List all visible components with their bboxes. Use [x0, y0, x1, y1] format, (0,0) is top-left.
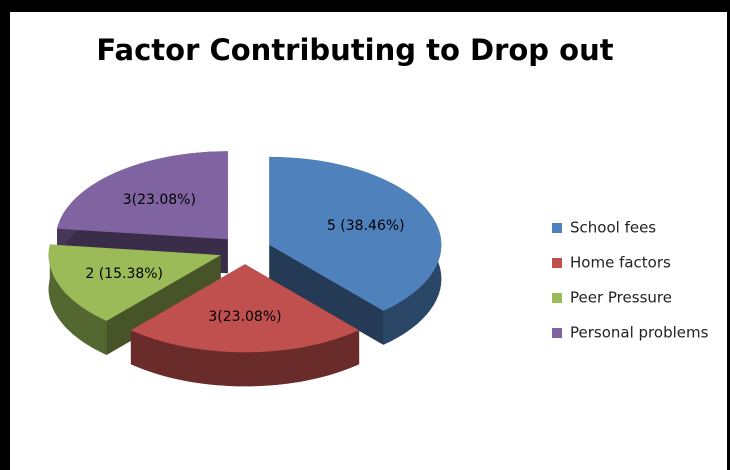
data-label: 3(23.08%) — [123, 192, 196, 208]
frame-left — [0, 0, 10, 470]
slice — [130, 264, 360, 353]
slice-side — [130, 330, 360, 387]
data-label: 5 (38.46%) — [327, 218, 405, 234]
frame-top — [0, 0, 730, 12]
slice — [48, 244, 221, 321]
legend-label: School fees — [570, 219, 656, 237]
legend-swatch — [552, 293, 562, 303]
legend-swatch — [552, 223, 562, 233]
slice-wall — [269, 244, 384, 345]
data-label: 3(23.08%) — [208, 309, 281, 325]
slice — [269, 156, 442, 311]
legend-label: Peer Pressure — [570, 289, 672, 307]
data-label: 2 (15.38%) — [85, 266, 163, 282]
slice-side — [48, 244, 107, 355]
legend-label: Personal problems — [570, 324, 709, 342]
legend-swatch — [552, 258, 562, 268]
slice — [57, 151, 228, 240]
legend-label: Home factors — [570, 254, 671, 272]
chart-title: Factor Contributing to Drop out — [96, 33, 613, 67]
frame-right — [727, 0, 730, 470]
legend-swatch — [552, 328, 562, 338]
